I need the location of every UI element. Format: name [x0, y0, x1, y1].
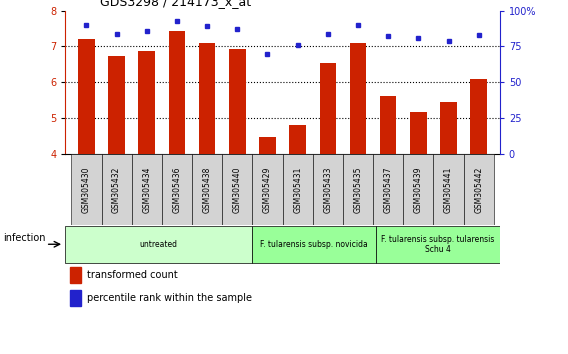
Bar	[463, 154, 494, 225]
Text: GSM305442: GSM305442	[474, 166, 483, 213]
Bar	[470, 79, 487, 154]
Bar	[192, 154, 222, 225]
Text: F. tularensis subsp. novicida: F. tularensis subsp. novicida	[260, 240, 367, 249]
Text: GDS3298 / 214173_x_at: GDS3298 / 214173_x_at	[100, 0, 251, 8]
Bar	[108, 57, 125, 154]
Bar	[320, 63, 336, 154]
Text: GSM305430: GSM305430	[82, 166, 91, 213]
Text: GSM305438: GSM305438	[203, 166, 212, 213]
Text: GSM305429: GSM305429	[263, 166, 272, 213]
Bar	[65, 225, 252, 263]
Bar	[78, 39, 95, 154]
Bar	[283, 154, 313, 225]
Text: GSM305439: GSM305439	[414, 166, 423, 213]
Bar	[259, 137, 276, 154]
Bar	[72, 154, 102, 225]
Text: GSM305431: GSM305431	[293, 166, 302, 213]
Bar	[199, 43, 215, 154]
Bar	[375, 225, 500, 263]
Bar	[350, 43, 366, 154]
Bar	[373, 154, 403, 225]
Bar	[380, 96, 396, 154]
Text: infection: infection	[3, 233, 46, 244]
Bar	[169, 32, 185, 154]
Bar	[70, 290, 81, 306]
Text: GSM305440: GSM305440	[233, 166, 242, 213]
Bar	[403, 154, 433, 225]
Bar	[139, 51, 155, 154]
Text: GSM305434: GSM305434	[143, 166, 151, 213]
Text: GSM305437: GSM305437	[384, 166, 392, 213]
Bar	[70, 267, 81, 283]
Bar	[289, 125, 306, 154]
Text: GSM305433: GSM305433	[323, 166, 332, 213]
Text: GSM305435: GSM305435	[353, 166, 362, 213]
Bar	[162, 154, 192, 225]
Text: GSM305432: GSM305432	[112, 166, 121, 213]
Bar	[410, 112, 427, 154]
Bar	[313, 154, 343, 225]
Bar	[229, 49, 245, 154]
Bar	[440, 102, 457, 154]
Text: F. tularensis subsp. tularensis
Schu 4: F. tularensis subsp. tularensis Schu 4	[381, 235, 495, 254]
Text: percentile rank within the sample: percentile rank within the sample	[87, 293, 252, 303]
Bar	[102, 154, 132, 225]
Bar	[132, 154, 162, 225]
Text: untreated: untreated	[139, 240, 177, 249]
Text: GSM305436: GSM305436	[173, 166, 181, 213]
Bar	[252, 225, 375, 263]
Bar	[343, 154, 373, 225]
Text: transformed count: transformed count	[87, 270, 178, 280]
Bar	[222, 154, 252, 225]
Bar	[252, 154, 283, 225]
Text: GSM305441: GSM305441	[444, 166, 453, 213]
Bar	[433, 154, 463, 225]
